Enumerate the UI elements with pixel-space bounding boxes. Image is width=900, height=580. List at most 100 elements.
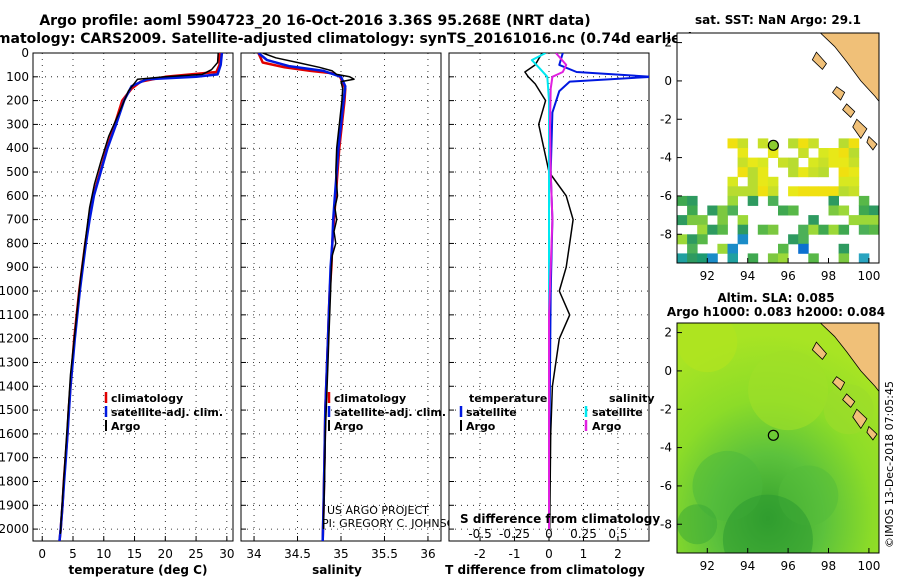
- sst-cell: [808, 253, 819, 263]
- sst-cell: [737, 167, 749, 178]
- map-y-tick-label: -4: [660, 441, 672, 455]
- sst-cell: [737, 157, 749, 168]
- salinity-legend: climatology satellite-adj. clim. Argo: [327, 392, 446, 433]
- depth-tick-label: 600: [6, 189, 29, 203]
- sst-cell: [717, 224, 728, 235]
- depth-tick-label: 1600: [0, 427, 29, 441]
- difference-xlabel: T difference from climatology: [445, 563, 645, 577]
- sst-cell: [818, 167, 829, 178]
- difference-legend: temperature salinity satellite Argo sate…: [459, 392, 655, 433]
- x-tick-label: 0: [38, 547, 46, 561]
- sst-cell: [858, 215, 870, 226]
- map-y-tick-label: 2: [664, 326, 672, 340]
- sst-cell: [727, 176, 738, 187]
- sla-blob: [677, 323, 738, 373]
- sst-cell: [707, 224, 718, 235]
- depth-tick-label: 2000: [0, 522, 29, 536]
- diff-legend-t-satellite: satellite: [466, 406, 517, 419]
- salinity-x-ticks: 34 34.5 35 35.5 36: [241, 52, 436, 561]
- depth-tick-label: 1500: [0, 403, 29, 417]
- depth-axis: 0 100 200 300 400 500 600 700 800 900 1000 1100 1200…: [0, 46, 29, 536]
- x-tick-label: 34.5: [284, 547, 311, 561]
- sla-heatmap-variation: [677, 323, 874, 553]
- x-tick-label: 35: [333, 547, 348, 561]
- sst-cell: [868, 205, 879, 216]
- sst-cell: [737, 224, 749, 235]
- sst-cell: [848, 186, 860, 197]
- land-island: [852, 118, 868, 140]
- sst-cell: [828, 148, 839, 158]
- title-line-2: Climatology: CARS2009. Satellite-adjuste…: [0, 31, 694, 47]
- sst-cell: [757, 157, 769, 168]
- sst-cell: [767, 253, 779, 263]
- map-y-tick-label: -6: [660, 479, 672, 493]
- map-y-tick-label: 2: [664, 36, 672, 50]
- land-island: [852, 408, 868, 430]
- series-argo: [262, 53, 355, 530]
- sst-cell: [747, 195, 759, 206]
- sst-cell: [687, 243, 698, 254]
- sst-cell: [808, 224, 819, 235]
- diff-legend-t-argo: Argo: [466, 420, 496, 433]
- map-x-tick-label: 94: [740, 269, 755, 283]
- sst-cell: [838, 138, 850, 149]
- s-diff-tick-label: 0.5: [608, 527, 627, 541]
- depth-tick-label: 300: [6, 117, 29, 131]
- series-argo: [59, 53, 219, 534]
- sla-map-panel: Altim. SLA: 0.085 Argo h1000: 0.083 h200…: [660, 291, 885, 573]
- credit-pi: PI: GREGORY C. JOHNSON: [322, 517, 463, 530]
- s-diff-tick-label: -0.5: [468, 527, 491, 541]
- legend-satellite: satellite-adj. clim.: [111, 406, 223, 419]
- sst-cell: [808, 167, 819, 178]
- map-y-tick-label: -6: [660, 189, 672, 203]
- sst-cell: [868, 224, 879, 235]
- depth-tick-label: 1700: [0, 451, 29, 465]
- sst-cell: [848, 167, 860, 178]
- x-tick-label: 35.5: [371, 547, 398, 561]
- map-x-tick-label: 98: [821, 559, 836, 573]
- x-tick-label: 5: [69, 547, 77, 561]
- sst-cell: [868, 215, 879, 226]
- sst-cell: [838, 167, 850, 178]
- sla-map-subtitle: Argo h1000: 0.083 h2000: 0.084: [667, 305, 885, 319]
- sst-cell: [767, 148, 779, 158]
- sla-argo-marker: [767, 429, 779, 441]
- sst-cell: [828, 195, 839, 206]
- sst-cell: [697, 234, 708, 245]
- sst-cell: [747, 176, 759, 187]
- difference-s-ticks: -0.5 -0.25 0 0.25 0.5: [468, 527, 627, 541]
- sst-cell: [848, 215, 860, 226]
- x-tick-label: 10: [96, 547, 111, 561]
- salinity-lines: [257, 53, 355, 541]
- sst-cell: [828, 205, 839, 216]
- sla-blob: [677, 504, 718, 545]
- sst-cell: [727, 253, 738, 263]
- x-tick-label: 0: [545, 547, 553, 561]
- x-tick-label: 25: [188, 547, 203, 561]
- sst-cell: [727, 186, 738, 197]
- sst-cell: [737, 186, 749, 197]
- x-tick-label: 36: [420, 547, 435, 561]
- sst-cell: [737, 148, 749, 158]
- legend-argo: Argo: [111, 420, 141, 433]
- sst-cell: [848, 176, 860, 187]
- sst-cell: [687, 195, 698, 206]
- sst-cell: [747, 253, 759, 263]
- sst-cell: [727, 138, 738, 149]
- map-x-tick-label: 100: [857, 269, 880, 283]
- map-y-tick-label: 0: [664, 74, 672, 88]
- sst-map-panel: sat. SST: NaN Argo: 29.1 92 94 96 98 100 2 0 -2…: [660, 13, 880, 283]
- sst-cell: [737, 215, 749, 226]
- depth-tick-label: 700: [6, 213, 29, 227]
- sst-cell: [838, 186, 850, 197]
- series-t-argo: [524, 53, 574, 530]
- sst-coastline: [811, 33, 879, 151]
- sst-cell: [788, 167, 799, 178]
- sst-cell: [767, 195, 779, 206]
- x-tick-label: 30: [219, 547, 234, 561]
- sst-cell: [858, 224, 870, 235]
- sst-cell: [858, 253, 870, 263]
- sst-cell: [757, 224, 769, 235]
- legend-climatology: climatology: [111, 392, 183, 405]
- land-island: [811, 51, 827, 71]
